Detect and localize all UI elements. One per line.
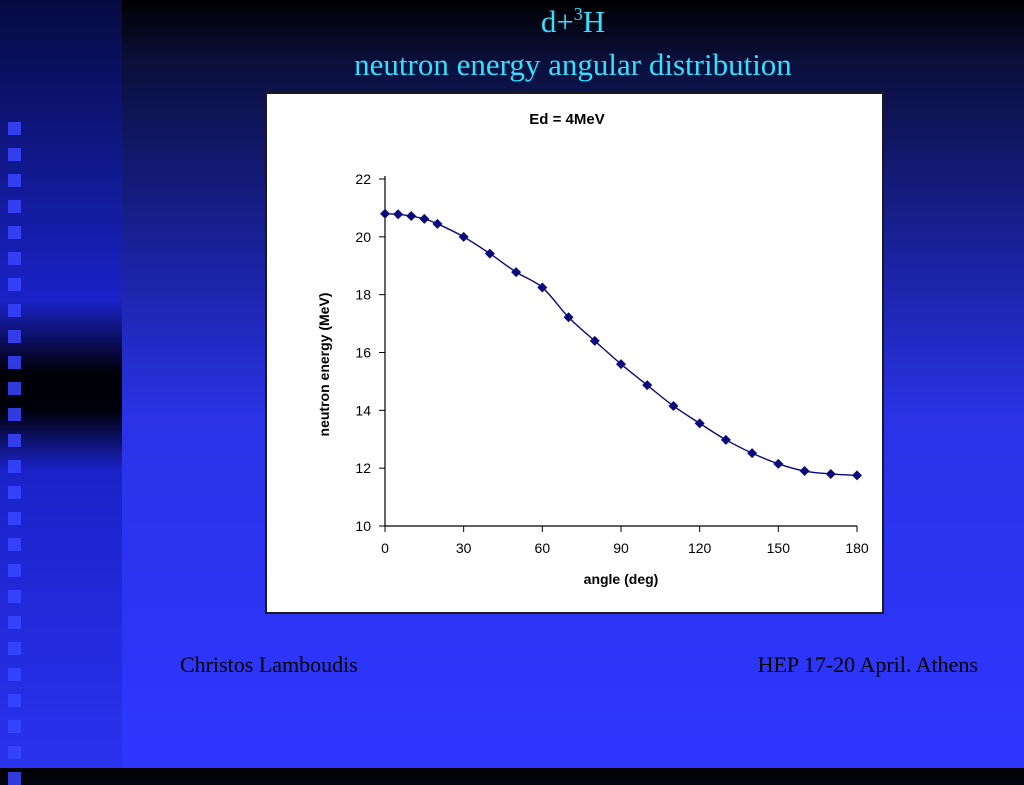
decorative-square xyxy=(8,174,21,187)
data-point xyxy=(563,312,574,323)
data-point xyxy=(747,448,758,459)
decorative-square xyxy=(8,616,21,629)
y-tick-label: 10 xyxy=(355,518,371,534)
data-point xyxy=(589,335,600,346)
data-point xyxy=(720,434,731,445)
decorative-square xyxy=(8,694,21,707)
x-tick-label: 0 xyxy=(381,540,389,556)
data-point xyxy=(852,470,862,481)
data-point xyxy=(458,231,469,242)
y-tick-label: 16 xyxy=(355,345,371,361)
decorative-square xyxy=(8,642,21,655)
decorative-square xyxy=(8,408,21,421)
decorative-square xyxy=(8,148,21,161)
x-axis-label: angle (deg) xyxy=(584,571,659,587)
y-tick-label: 20 xyxy=(355,229,371,245)
data-point xyxy=(694,418,705,429)
energy-angle-chart: Ed = 4MeV 10 12 14 16 18 20 22 0 30 60 90 120 150 180 a… xyxy=(316,111,869,587)
decorative-square xyxy=(8,382,21,395)
y-tick-label: 22 xyxy=(355,171,371,187)
decorative-square xyxy=(8,746,21,759)
data-point xyxy=(799,466,810,477)
decorative-square xyxy=(8,512,21,525)
decorative-square xyxy=(8,304,21,317)
y-axis-label: neutron energy (MeV) xyxy=(316,293,332,437)
decorative-square xyxy=(8,668,21,681)
decorative-square xyxy=(8,538,21,551)
x-tick-label: 60 xyxy=(535,540,551,556)
decorative-square xyxy=(8,720,21,733)
data-point xyxy=(406,211,417,222)
data-point xyxy=(393,209,404,220)
data-point xyxy=(419,213,430,224)
decorative-square xyxy=(8,226,21,239)
data-point xyxy=(825,468,836,479)
decorative-square xyxy=(8,330,21,343)
decorative-square xyxy=(8,356,21,369)
data-point xyxy=(432,218,443,229)
x-tick-label: 30 xyxy=(456,540,472,556)
title-reaction: d+3H xyxy=(540,4,606,39)
data-point xyxy=(773,458,784,469)
y-tick-label: 12 xyxy=(355,460,371,476)
decorative-square xyxy=(8,486,21,499)
title-subtitle: neutron energy angular distribution xyxy=(354,47,792,82)
data-point xyxy=(668,400,679,411)
decorative-square xyxy=(8,200,21,213)
y-tick-label: 18 xyxy=(355,287,371,303)
x-tick-label: 120 xyxy=(688,540,712,556)
decorative-square xyxy=(8,122,21,135)
decorative-square xyxy=(8,252,21,265)
decorative-square xyxy=(8,564,21,577)
data-point xyxy=(484,248,495,259)
left-decorative-band xyxy=(0,0,122,785)
series-line xyxy=(384,213,858,477)
data-point xyxy=(537,282,548,293)
data-point xyxy=(380,208,390,219)
decorative-square xyxy=(8,278,21,291)
data-point xyxy=(616,359,626,370)
decorative-square xyxy=(8,772,21,785)
x-tick-label: 150 xyxy=(767,540,791,556)
footer-author: Christos Lamboudis xyxy=(180,652,358,677)
data-point xyxy=(642,380,653,391)
footer-event: HEP 17-20 April. Athens xyxy=(757,652,978,677)
decorative-square xyxy=(8,590,21,603)
chart-title: Ed = 4MeV xyxy=(529,111,604,128)
x-tick-label: 90 xyxy=(613,540,629,556)
decorative-square xyxy=(8,460,21,473)
decorative-square xyxy=(8,434,21,447)
y-tick-label: 14 xyxy=(355,402,371,418)
x-tick-label: 180 xyxy=(845,540,869,556)
data-point xyxy=(511,267,522,278)
chart-panel: Ed = 4MeV 10 12 14 16 18 20 22 0 30 60 90 120 150 180 a… xyxy=(265,92,884,614)
